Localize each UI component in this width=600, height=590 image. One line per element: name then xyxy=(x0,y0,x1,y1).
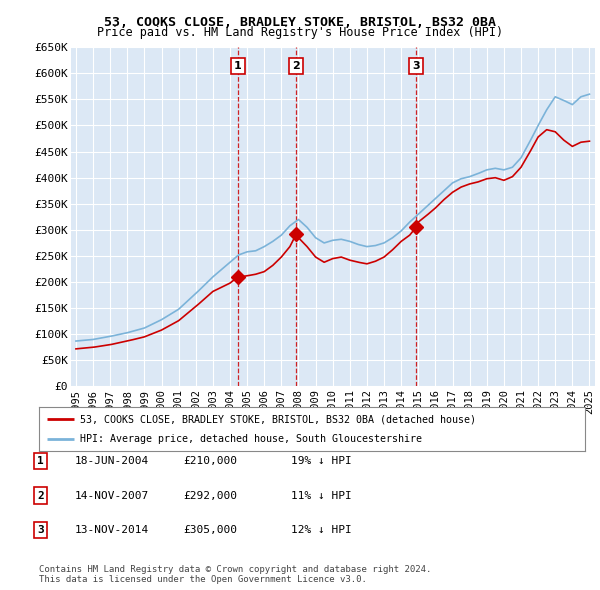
Text: HPI: Average price, detached house, South Gloucestershire: HPI: Average price, detached house, Sout… xyxy=(80,434,422,444)
Text: 19% ↓ HPI: 19% ↓ HPI xyxy=(291,457,352,466)
Text: 18-JUN-2004: 18-JUN-2004 xyxy=(75,457,149,466)
Text: 53, COOKS CLOSE, BRADLEY STOKE, BRISTOL, BS32 0BA: 53, COOKS CLOSE, BRADLEY STOKE, BRISTOL,… xyxy=(104,16,496,29)
Text: 1: 1 xyxy=(234,61,242,71)
Text: 3: 3 xyxy=(37,525,44,535)
Text: Price paid vs. HM Land Registry's House Price Index (HPI): Price paid vs. HM Land Registry's House … xyxy=(97,26,503,39)
Text: 3: 3 xyxy=(412,61,420,71)
Text: 14-NOV-2007: 14-NOV-2007 xyxy=(75,491,149,500)
Text: £292,000: £292,000 xyxy=(183,491,237,500)
Text: 2: 2 xyxy=(37,491,44,500)
Text: 1: 1 xyxy=(37,457,44,466)
Text: 12% ↓ HPI: 12% ↓ HPI xyxy=(291,525,352,535)
Text: 2: 2 xyxy=(292,61,300,71)
Text: £305,000: £305,000 xyxy=(183,525,237,535)
Text: 11% ↓ HPI: 11% ↓ HPI xyxy=(291,491,352,500)
Text: £210,000: £210,000 xyxy=(183,457,237,466)
Text: 13-NOV-2014: 13-NOV-2014 xyxy=(75,525,149,535)
Text: 53, COOKS CLOSE, BRADLEY STOKE, BRISTOL, BS32 0BA (detached house): 53, COOKS CLOSE, BRADLEY STOKE, BRISTOL,… xyxy=(80,414,476,424)
Text: Contains HM Land Registry data © Crown copyright and database right 2024.
This d: Contains HM Land Registry data © Crown c… xyxy=(39,565,431,584)
